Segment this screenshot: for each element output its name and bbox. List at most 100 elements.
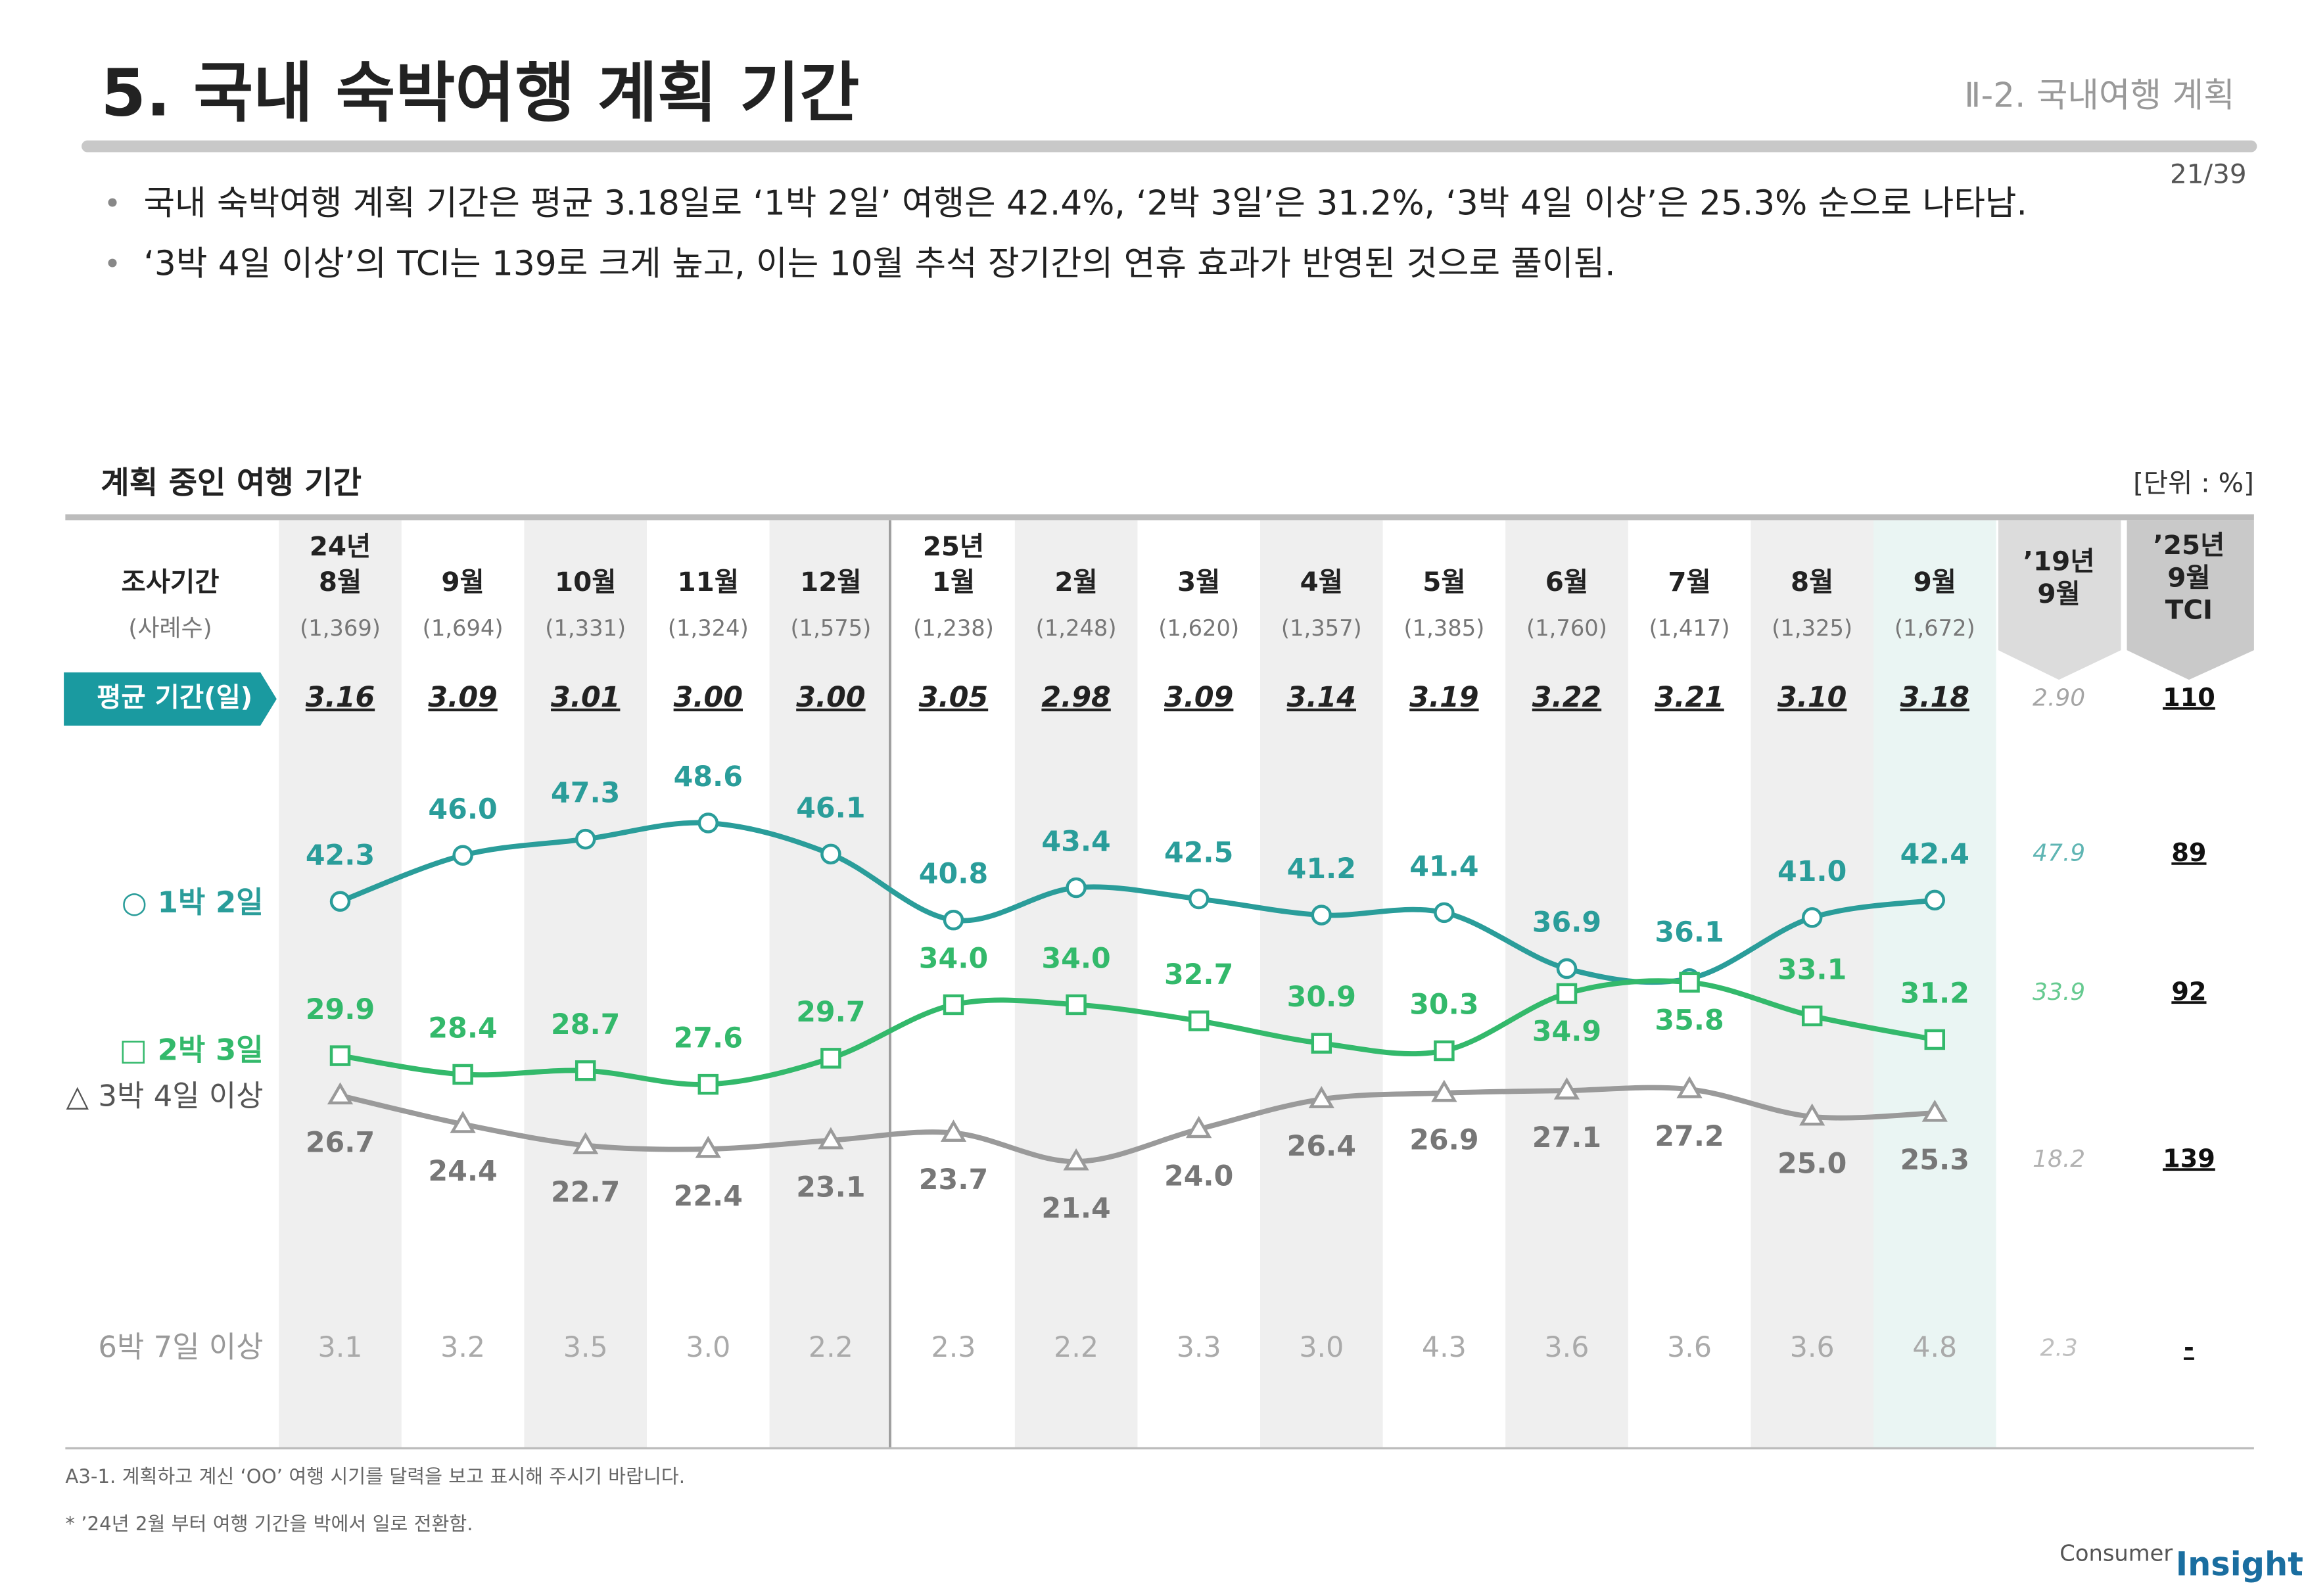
section-label: Ⅱ-2. 국내여행 계획 — [1964, 76, 2235, 115]
unit-label: [단위 : %] — [2133, 467, 2254, 498]
x-tick-label: 1월 — [932, 566, 975, 598]
x-tick-label: 6월 — [1545, 566, 1588, 598]
point — [697, 1073, 719, 1095]
data-label: 26.9 — [1409, 1124, 1478, 1157]
comparison-value: 2.90 — [2033, 684, 2085, 711]
x-tick-label: 2월 — [1054, 566, 1097, 598]
data-label: 34.0 — [919, 942, 988, 975]
data-label: 25.3 — [1900, 1144, 1969, 1177]
sample-size: (1,694) — [423, 615, 504, 641]
comparison-value: 110 — [2163, 684, 2215, 713]
highlight-column — [1873, 520, 1996, 1449]
data-label: 23.1 — [796, 1171, 865, 1204]
data-label: 31.2 — [1900, 977, 1969, 1010]
data-label: 41.2 — [1287, 853, 1356, 885]
data-label: 28.4 — [428, 1012, 497, 1045]
series-line — [339, 1085, 1935, 1164]
point — [1799, 1103, 1825, 1126]
point — [1431, 1079, 1457, 1102]
sample-size: (1,369) — [300, 615, 381, 641]
point — [329, 891, 351, 912]
point — [943, 994, 964, 1016]
data-label: 41.4 — [1409, 850, 1478, 883]
row-header: 조사기간 — [122, 566, 220, 598]
x-tick-label: 5월 — [1423, 566, 1465, 598]
data-label: 27.2 — [1655, 1120, 1724, 1153]
point — [452, 1064, 473, 1085]
sample-size: (1,672) — [1894, 615, 1975, 641]
point — [450, 1111, 476, 1133]
sample-size: (1,385) — [1403, 615, 1484, 641]
point — [329, 1045, 351, 1066]
x-tick-label: 11월 — [678, 566, 740, 598]
comparison-header: ’25년 — [2153, 529, 2225, 561]
x-tick-label: 8월 — [1791, 566, 1833, 598]
average-value: 3.09 — [1164, 681, 1233, 714]
page-number: 21/39 — [2170, 158, 2247, 190]
data-label: 29.9 — [306, 993, 375, 1026]
extra-row-value: 2.3 — [931, 1331, 976, 1364]
data-label: 42.4 — [1900, 837, 1969, 870]
data-label: 35.8 — [1655, 1004, 1724, 1037]
extra-row-value: 3.0 — [686, 1331, 730, 1364]
data-label: 27.6 — [674, 1022, 743, 1055]
legend-label: △ 3박 4일 이상 — [66, 1078, 264, 1113]
point — [452, 845, 473, 866]
average-value: 2.98 — [1041, 681, 1110, 714]
data-label: 30.3 — [1409, 989, 1478, 1021]
average-value: 3.14 — [1287, 681, 1356, 714]
point — [1921, 1099, 1948, 1122]
sample-size: (1,325) — [1772, 615, 1852, 641]
point — [695, 1135, 721, 1158]
data-label: 21.4 — [1041, 1192, 1110, 1225]
comparison-header: TCI — [2165, 594, 2213, 626]
average-value: 3.18 — [1900, 681, 1969, 714]
data-label: 42.3 — [306, 839, 375, 872]
average-value: 3.22 — [1532, 681, 1601, 714]
data-label: 33.1 — [1777, 954, 1847, 987]
shaded-column — [1751, 520, 1873, 1449]
comparison-header: 9월 — [2037, 578, 2080, 609]
bullet: ‘3박 4일 이상’의 TCI는 139로 크게 높고, 이는 10월 추석 장… — [144, 245, 1616, 284]
data-label: 27.1 — [1532, 1121, 1601, 1154]
data-label: 22.4 — [674, 1180, 743, 1213]
comparison-value: 89 — [2171, 839, 2206, 868]
comparison-value: 92 — [2171, 977, 2206, 1006]
data-label: 48.6 — [674, 761, 743, 793]
data-label: 43.4 — [1041, 826, 1110, 858]
shaded-column — [279, 520, 402, 1449]
year-label: 24년 — [310, 530, 371, 562]
slide-title: 5. 국내 숙박여행 계획 기간 — [101, 56, 859, 131]
data-label: 46.0 — [428, 793, 497, 826]
x-tick-label: 8월 — [319, 566, 362, 598]
extra-row-value: 2.2 — [809, 1331, 853, 1364]
data-label: 47.3 — [551, 777, 620, 810]
data-label: 40.8 — [919, 858, 988, 891]
shaded-column — [1259, 520, 1383, 1449]
chart-title: 계획 중인 여행 기간 — [101, 465, 362, 501]
x-tick-label: 12월 — [800, 566, 862, 598]
data-label: 36.9 — [1532, 906, 1601, 939]
point — [940, 1119, 967, 1142]
average-value: 3.00 — [796, 681, 865, 714]
x-tick-label: 7월 — [1668, 566, 1710, 598]
average-badge — [64, 672, 277, 726]
point — [1679, 972, 1700, 993]
point — [575, 828, 596, 850]
shaded-column — [524, 520, 647, 1449]
comparison-header: 9월 — [2167, 561, 2210, 593]
comparison-value: 33.9 — [2033, 979, 2085, 1006]
extra-row-label: 6박 7일 이상 — [98, 1330, 263, 1365]
extra-row-value: 3.6 — [1545, 1331, 1589, 1364]
shaded-column — [769, 520, 893, 1449]
point — [820, 1048, 841, 1069]
comparison-value: 47.9 — [2033, 839, 2085, 866]
data-label: 29.7 — [796, 996, 865, 1029]
point — [573, 1132, 599, 1154]
point — [1308, 1086, 1334, 1108]
average-label: 평균 기간(일) — [97, 681, 252, 713]
logo-right: Insight — [2176, 1545, 2303, 1584]
bullet-dot: • — [104, 246, 122, 281]
sample-size: (1,324) — [668, 615, 749, 641]
